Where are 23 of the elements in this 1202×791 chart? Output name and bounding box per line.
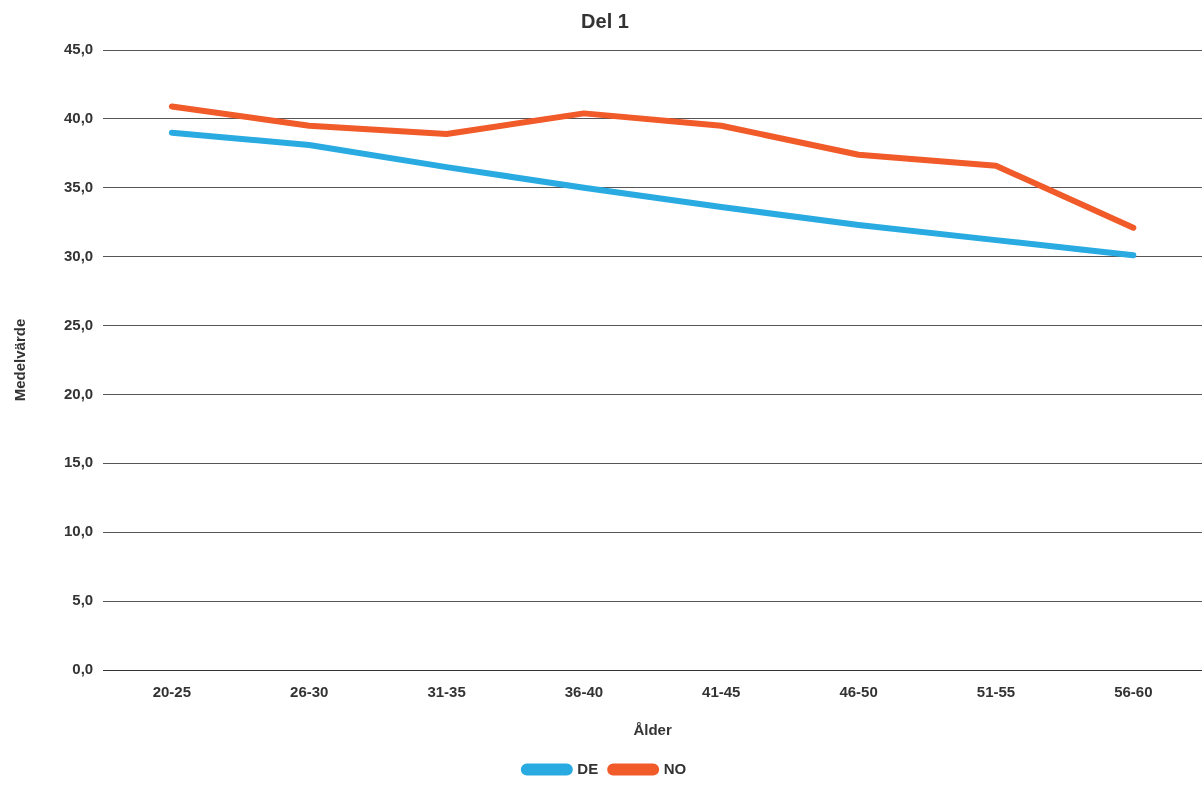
legend-label: NO (663, 759, 687, 777)
y-axis-title: Medelvärde (11, 318, 29, 402)
y-tick-label: 20,0 (63, 384, 94, 402)
x-tick-label: 56-60 (1114, 683, 1153, 701)
x-axis-title: Ålder (633, 721, 672, 739)
y-tick-label: 25,0 (63, 315, 94, 333)
y-tick-label: 5,0 (72, 591, 94, 609)
y-tick-label: 45,0 (63, 40, 94, 58)
x-tick-label: 51-55 (976, 683, 1016, 701)
y-tick-label: 35,0 (63, 177, 94, 195)
x-tick-label: 20-25 (152, 683, 192, 701)
y-tick-label: 0,0 (72, 660, 94, 678)
x-tick-label: 26-30 (290, 683, 329, 701)
x-tick-label: 31-35 (427, 683, 466, 701)
legend-label: DE (577, 759, 599, 777)
y-tick-label: 10,0 (63, 522, 94, 540)
y-tick-label: 15,0 (63, 453, 94, 471)
x-tick-label: 36-40 (564, 683, 604, 701)
chart-title: Del 1 (581, 9, 629, 32)
y-tick-label: 30,0 (63, 246, 94, 264)
x-tick-label: 46-50 (839, 683, 878, 701)
y-tick-label: 40,0 (63, 109, 94, 127)
x-tick-label: 41-45 (702, 683, 741, 701)
